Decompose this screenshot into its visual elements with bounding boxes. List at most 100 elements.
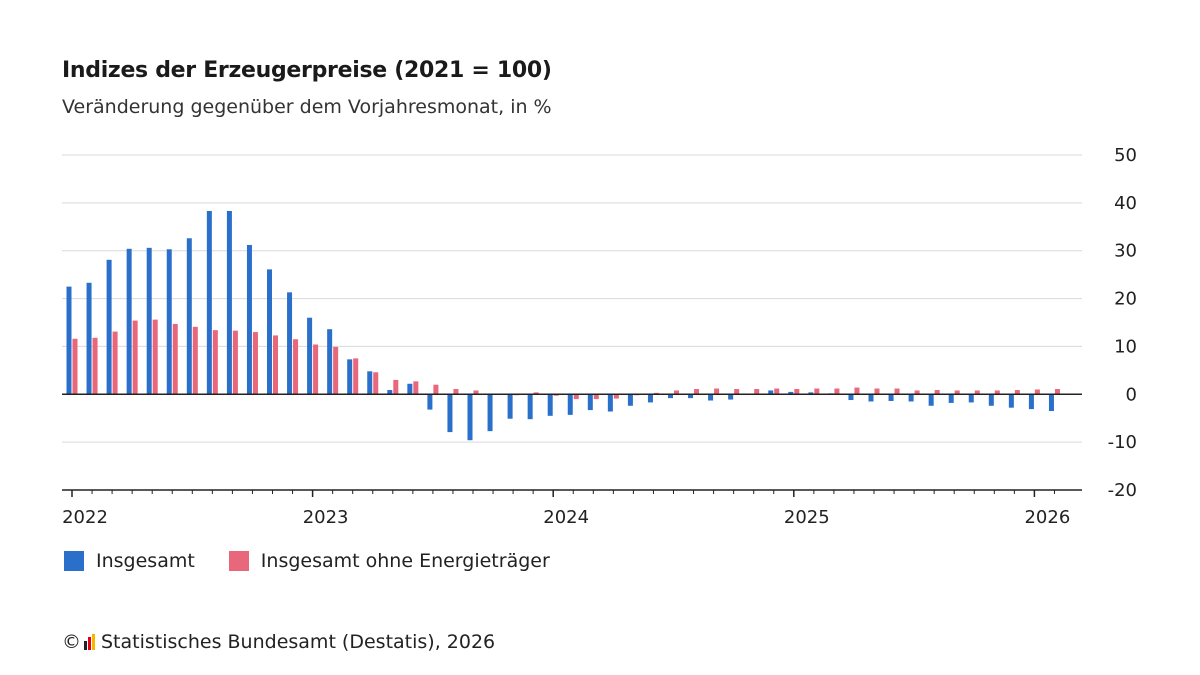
y-tick-label: 20 <box>1114 289 1137 310</box>
x-tick-label: 2026 <box>1024 507 1070 528</box>
bar-insgesamt <box>1048 394 1054 412</box>
bar-insgesamt <box>367 371 373 395</box>
bar-insgesamt <box>487 394 493 432</box>
y-axis: 50 40 30 20 10 0 -10 -20 <box>1108 145 1137 501</box>
bar-ohne-energie <box>794 389 800 395</box>
bar-insgesamt <box>607 394 613 412</box>
bar-insgesamt <box>507 394 513 419</box>
bar-ohne-energie <box>232 330 238 395</box>
bar-ohne-energie <box>152 319 158 395</box>
bar-insgesamt <box>668 394 673 399</box>
bar-ohne-energie <box>473 390 479 395</box>
bar-insgesamt <box>146 247 152 395</box>
bar-ohne-energie <box>1034 389 1040 395</box>
bar-ohne-energie <box>954 390 960 395</box>
source-note: © Statistisches Bundesamt (Destatis), 20… <box>62 631 495 653</box>
bar-ohne-energie <box>734 389 740 395</box>
bar-ohne-energie <box>212 330 218 395</box>
bar-insgesamt <box>908 394 914 402</box>
bar-ohne-energie <box>774 388 780 395</box>
y-tick-label: 30 <box>1114 241 1137 262</box>
bar-ohne-energie <box>854 387 860 395</box>
bar-insgesamt <box>226 210 232 395</box>
bar-ohne-energie <box>273 335 278 395</box>
x-axis: 2022 2023 2024 2025 2026 <box>62 393 1082 528</box>
destatis-logo-icon <box>84 634 95 650</box>
x-tick-label: 2025 <box>784 507 830 528</box>
chart-subtitle: Veränderung gegenüber dem Vorjahresmonat… <box>62 96 552 118</box>
legend: Insgesamt Insgesamt ohne Energieträger <box>64 550 584 572</box>
legend-label-ohne-energie: Insgesamt ohne Energieträger <box>260 550 550 572</box>
bar-insgesamt <box>407 383 413 395</box>
bar-insgesamt <box>728 394 734 400</box>
bar-insgesamt <box>647 394 653 403</box>
bar-insgesamt <box>186 238 192 395</box>
bar-ohne-energie <box>573 394 579 400</box>
gridlines <box>62 154 1082 491</box>
bar-insgesamt <box>968 394 974 403</box>
bar-insgesamt <box>347 359 353 395</box>
bar-ohne-energie <box>874 388 880 395</box>
bar-ohne-energie <box>914 390 920 395</box>
legend-item-ohne-energie: Insgesamt ohne Energieträger <box>228 550 550 572</box>
bar-ohne-energie <box>934 389 940 395</box>
bar-ohne-energie <box>293 339 299 395</box>
bar-ohne-energie <box>92 337 98 395</box>
bar-ohne-energie <box>453 389 459 395</box>
bar-ohne-energie <box>333 346 339 395</box>
bar-insgesamt <box>447 394 453 433</box>
bar-ohne-energie <box>533 392 539 395</box>
bar-insgesamt <box>948 394 954 403</box>
bar-ohne-energie <box>674 390 679 395</box>
bar-ohne-energie <box>433 384 439 395</box>
bar-ohne-energie <box>593 394 599 400</box>
x-tick-label: 2022 <box>62 507 108 528</box>
legend-swatch-ohne-energie <box>228 551 249 571</box>
bar-ohne-energie <box>413 381 419 395</box>
x-tick-label: 2024 <box>543 507 589 528</box>
bar-insgesamt <box>106 259 112 395</box>
y-tick-label: 50 <box>1114 145 1137 166</box>
bar-insgesamt <box>327 329 333 395</box>
bar-insgesamt <box>467 394 473 441</box>
copyright-icon: © <box>62 631 81 653</box>
bar-ohne-energie <box>894 388 900 395</box>
y-tick-label: -20 <box>1108 480 1137 501</box>
legend-swatch-insgesamt <box>64 551 84 571</box>
bar-insgesamt <box>848 394 854 401</box>
x-tick-label: 2023 <box>303 507 349 528</box>
chart-title: Indizes der Erzeugerpreise (2021 = 100) <box>62 58 552 83</box>
bar-insgesamt <box>267 269 272 395</box>
bar-ohne-energie <box>393 379 399 395</box>
y-tick-label: 0 <box>1126 384 1137 405</box>
bar-ohne-energie <box>132 320 138 395</box>
bar-insgesamt <box>627 394 633 406</box>
legend-label-insgesamt: Insgesamt <box>96 550 195 572</box>
bar-insgesamt <box>287 292 293 395</box>
bar-insgesamt <box>988 394 994 406</box>
bar-ohne-energie <box>814 388 820 395</box>
bars <box>66 210 1060 441</box>
bar-ohne-energie <box>754 389 760 395</box>
bar-insgesamt <box>567 394 573 415</box>
bar-ohne-energie <box>72 338 78 395</box>
bar-insgesamt <box>307 317 313 395</box>
bar-insgesamt <box>888 394 894 401</box>
bar-insgesamt <box>66 286 72 395</box>
bar-ohne-energie <box>353 358 359 395</box>
bar-insgesamt <box>206 210 212 395</box>
y-tick-label: 10 <box>1114 336 1137 357</box>
y-tick-label: -10 <box>1108 432 1137 453</box>
bar-insgesamt <box>1008 394 1014 408</box>
bar-ohne-energie <box>373 372 379 395</box>
bar-ohne-energie <box>694 389 700 395</box>
bar-insgesamt <box>868 394 874 402</box>
bar-insgesamt <box>387 389 393 395</box>
bar-ohne-energie <box>192 326 198 395</box>
bar-ohne-energie <box>1014 389 1020 395</box>
bar-ohne-energie <box>994 390 1000 395</box>
bar-insgesamt <box>708 394 714 401</box>
bar-insgesamt <box>788 391 794 395</box>
bar-insgesamt <box>808 392 814 395</box>
